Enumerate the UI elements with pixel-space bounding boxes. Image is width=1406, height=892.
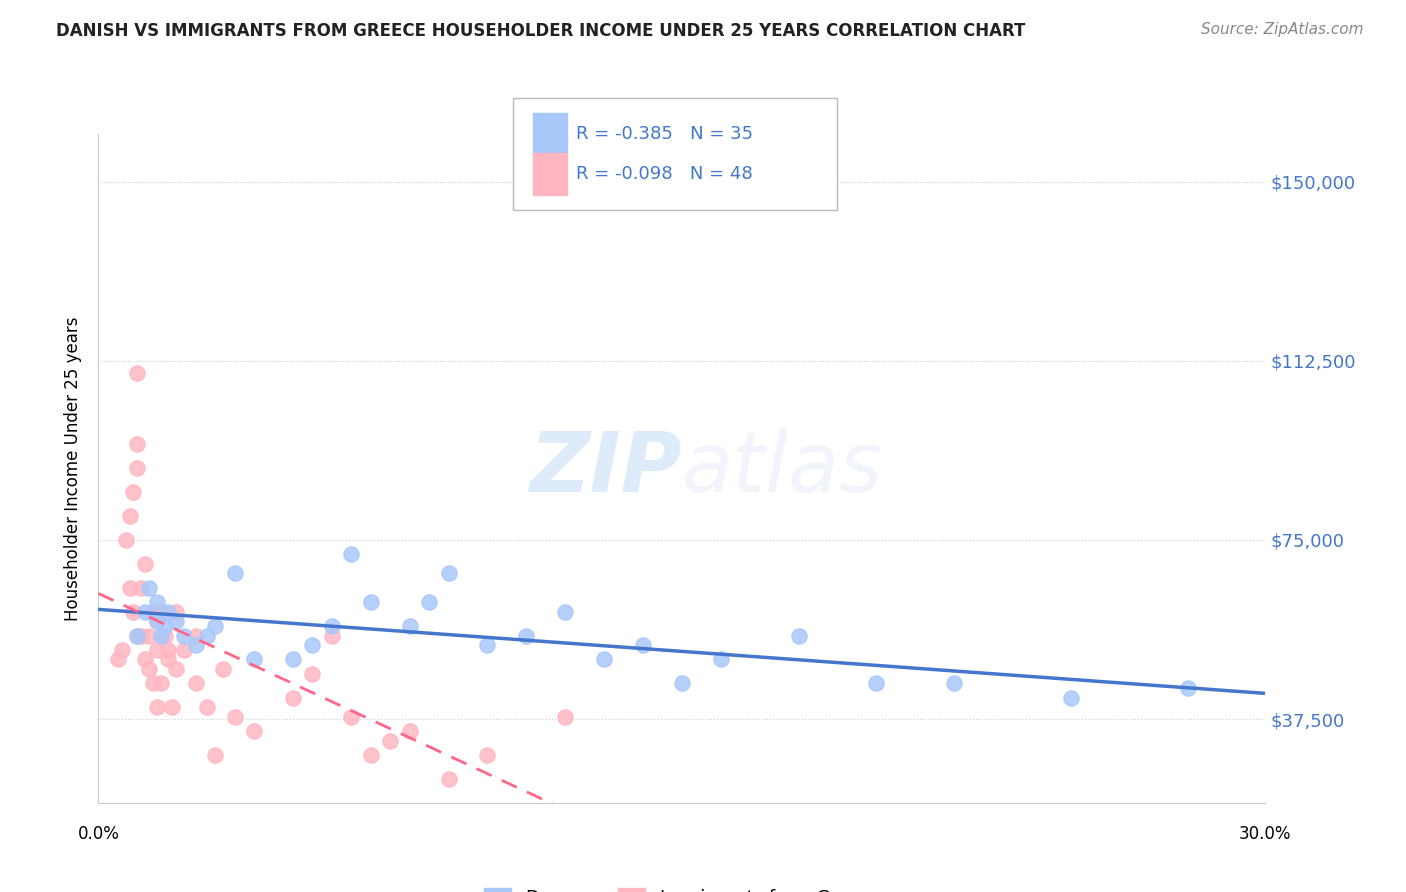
Text: R = -0.385   N = 35: R = -0.385 N = 35 xyxy=(576,125,754,143)
Point xyxy=(321,619,343,633)
Point xyxy=(477,638,499,652)
Point xyxy=(281,690,304,705)
Point xyxy=(129,628,152,642)
Point xyxy=(138,662,160,676)
Point xyxy=(710,652,733,666)
Point xyxy=(138,581,160,595)
Point xyxy=(142,605,165,619)
Point xyxy=(515,628,537,642)
Point xyxy=(165,605,187,619)
Point xyxy=(127,461,149,475)
Point xyxy=(173,628,195,642)
Point xyxy=(127,628,149,642)
Point xyxy=(243,724,266,739)
Point xyxy=(301,666,323,681)
Point xyxy=(418,595,440,609)
Legend: Danes, Immigrants from Greece: Danes, Immigrants from Greece xyxy=(477,880,887,892)
Point xyxy=(360,595,382,609)
Point xyxy=(631,638,654,652)
Point xyxy=(165,662,187,676)
Point xyxy=(134,652,156,666)
Point xyxy=(321,628,343,642)
Point xyxy=(153,619,176,633)
Point xyxy=(554,605,576,619)
Point xyxy=(129,581,152,595)
Point xyxy=(142,676,165,690)
Point xyxy=(281,652,304,666)
Point xyxy=(146,643,169,657)
Point xyxy=(127,366,149,380)
Point xyxy=(127,628,149,642)
Point xyxy=(114,533,136,547)
Point xyxy=(204,619,226,633)
Point xyxy=(195,700,218,714)
Point xyxy=(138,628,160,642)
Point xyxy=(301,638,323,652)
Point xyxy=(153,628,176,642)
Point xyxy=(195,628,218,642)
Point xyxy=(1177,681,1199,695)
Point xyxy=(122,485,145,500)
Point xyxy=(118,509,141,524)
Point xyxy=(184,628,207,642)
Point xyxy=(554,710,576,724)
Text: R = -0.098   N = 48: R = -0.098 N = 48 xyxy=(576,165,754,183)
Point xyxy=(146,614,169,628)
Point xyxy=(146,700,169,714)
Point xyxy=(146,614,169,628)
Point xyxy=(437,566,460,581)
Point xyxy=(477,747,499,762)
Text: atlas: atlas xyxy=(682,428,883,508)
Point xyxy=(134,605,156,619)
Text: 30.0%: 30.0% xyxy=(1239,825,1292,843)
Point xyxy=(149,605,172,619)
Point xyxy=(224,566,246,581)
Point xyxy=(243,652,266,666)
Point xyxy=(340,547,363,561)
Point xyxy=(157,652,180,666)
Point xyxy=(149,628,172,642)
Point xyxy=(593,652,616,666)
Point xyxy=(787,628,810,642)
Text: ZIP: ZIP xyxy=(529,428,682,508)
Text: 0.0%: 0.0% xyxy=(77,825,120,843)
Point xyxy=(184,676,207,690)
Y-axis label: Householder Income Under 25 years: Householder Income Under 25 years xyxy=(65,316,83,621)
Point xyxy=(224,710,246,724)
Point xyxy=(134,557,156,571)
Point xyxy=(360,747,382,762)
Point xyxy=(127,437,149,451)
Point xyxy=(1060,690,1083,705)
Text: DANISH VS IMMIGRANTS FROM GREECE HOUSEHOLDER INCOME UNDER 25 YEARS CORRELATION C: DANISH VS IMMIGRANTS FROM GREECE HOUSEHO… xyxy=(56,22,1025,40)
Point xyxy=(122,605,145,619)
Point xyxy=(398,619,420,633)
Point xyxy=(437,772,460,786)
Point xyxy=(340,710,363,724)
Point xyxy=(157,605,180,619)
Point xyxy=(184,638,207,652)
Point xyxy=(107,652,129,666)
Point xyxy=(671,676,693,690)
Point xyxy=(378,733,402,747)
Point xyxy=(118,581,141,595)
Point xyxy=(943,676,966,690)
Point xyxy=(111,643,134,657)
Point xyxy=(162,700,184,714)
Point xyxy=(146,595,169,609)
Point xyxy=(204,747,226,762)
Point xyxy=(165,614,187,628)
Point xyxy=(865,676,887,690)
Point xyxy=(398,724,420,739)
Point xyxy=(157,643,180,657)
Point xyxy=(173,643,195,657)
Point xyxy=(212,662,235,676)
Point xyxy=(149,676,172,690)
Text: Source: ZipAtlas.com: Source: ZipAtlas.com xyxy=(1201,22,1364,37)
